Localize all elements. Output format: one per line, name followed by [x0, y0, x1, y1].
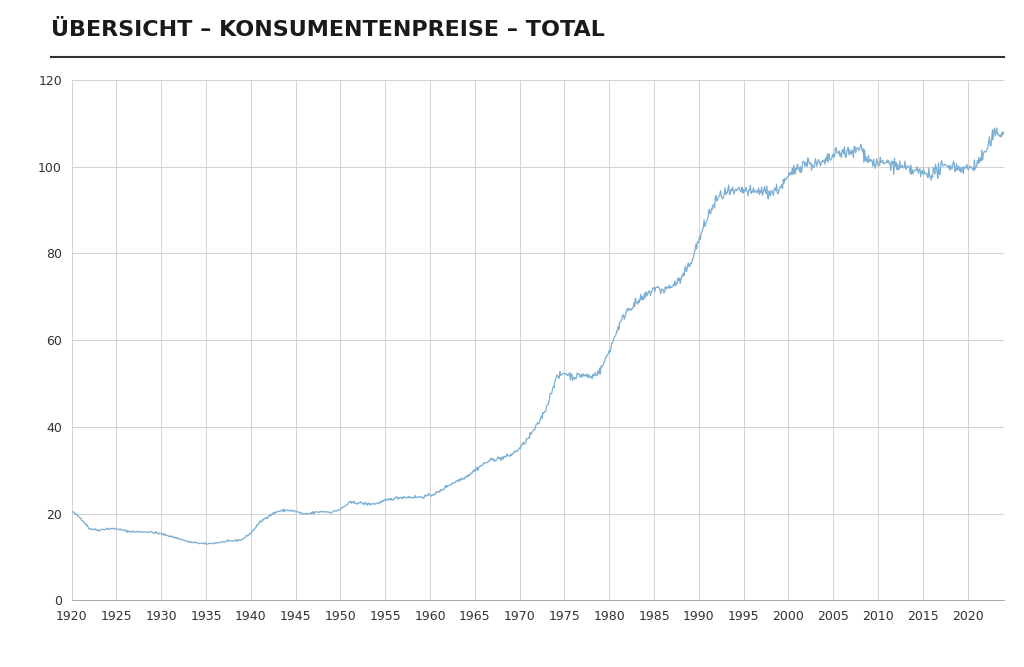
Text: ÜBERSICHT – KONSUMENTENPREISE – TOTAL: ÜBERSICHT – KONSUMENTENPREISE – TOTAL	[51, 20, 605, 40]
